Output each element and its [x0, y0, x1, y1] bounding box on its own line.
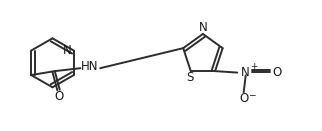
Text: +: +: [250, 62, 257, 71]
Text: O: O: [55, 90, 64, 103]
Text: N: N: [199, 21, 208, 34]
Text: N: N: [241, 66, 250, 79]
Text: O: O: [272, 66, 281, 79]
Text: −: −: [248, 91, 255, 100]
Text: N: N: [63, 44, 72, 57]
Text: HN: HN: [81, 60, 99, 73]
Text: S: S: [186, 72, 194, 84]
Text: O: O: [239, 92, 248, 105]
